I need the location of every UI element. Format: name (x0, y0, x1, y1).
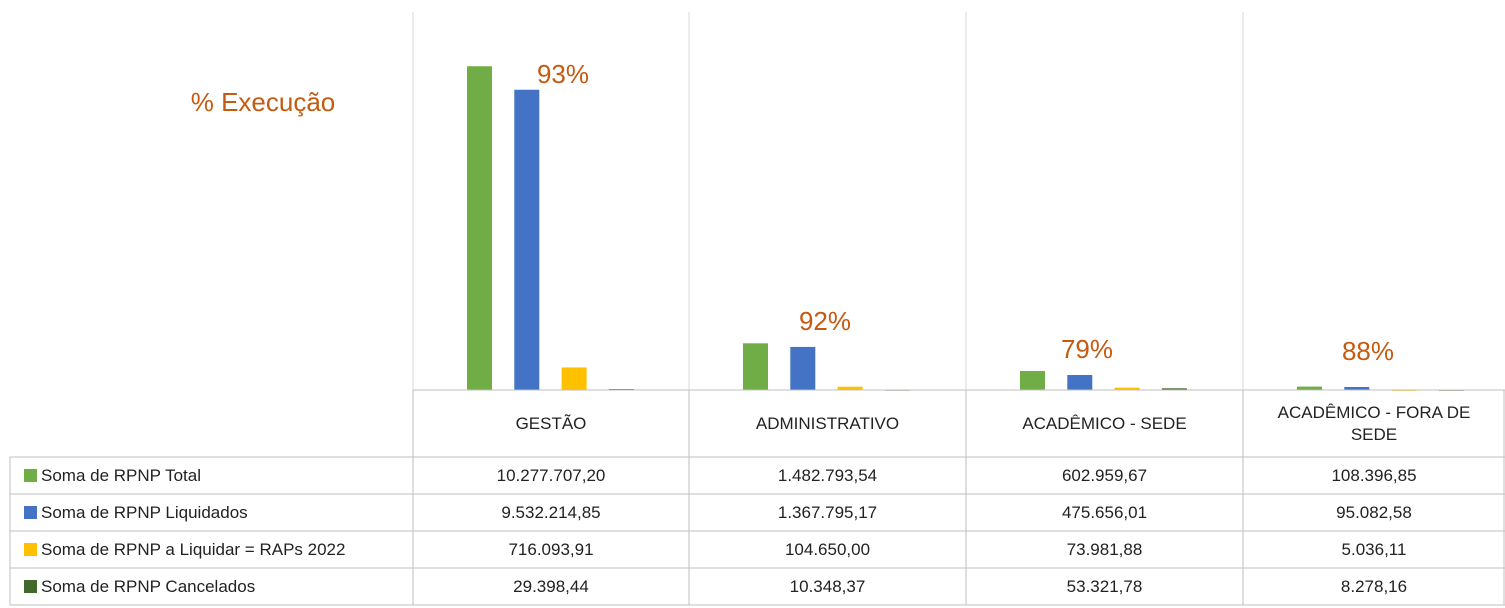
legend-swatch (24, 543, 37, 556)
legend-label: Soma de RPNP Total (41, 465, 202, 485)
bar (837, 386, 863, 390)
bar (514, 89, 540, 390)
table-value: 95.082,58 (1336, 502, 1412, 522)
legend-label: Soma de RPNP Cancelados (41, 576, 256, 596)
category-header: GESTÃO (515, 413, 587, 433)
bar (743, 343, 768, 390)
legend-swatch (24, 580, 37, 593)
legend-entry: Soma de RPNP Total (10, 457, 413, 494)
legend-entry: Soma de RPNP Cancelados (10, 568, 413, 605)
legend-entry: Soma de RPNP a Liquidar = RAPs 2022 (10, 531, 413, 568)
table-value: 5.036,11 (1341, 539, 1407, 559)
execution-label: 88% (1342, 336, 1394, 366)
execution-label: 79% (1061, 334, 1113, 364)
legend-label: Soma de RPNP Liquidados (41, 502, 248, 522)
bar (467, 66, 492, 390)
category-header: ACADÊMICO - SEDE (1022, 413, 1187, 433)
bar (790, 346, 816, 390)
chart-title: % Execução (191, 87, 336, 117)
bar (1161, 388, 1187, 390)
table-value: 1.367.795,17 (777, 502, 878, 522)
table-value: 716.093,91 (508, 539, 594, 559)
table-value: 602.959,67 (1061, 465, 1148, 485)
table-value: 10.277.707,20 (496, 465, 606, 485)
bar (1297, 386, 1322, 390)
table-value: 73.981,88 (1066, 539, 1143, 559)
table-value: 9.532.214,85 (501, 502, 601, 522)
category-header: ADMINISTRATIVO (755, 413, 900, 433)
table-value: 53.321,78 (1066, 576, 1143, 596)
bar (1067, 375, 1093, 390)
table-value: 1.482.793,54 (777, 465, 878, 485)
legend-swatch (24, 469, 37, 482)
table-value: 104.650,00 (784, 539, 871, 559)
bar (561, 367, 587, 390)
category-header: ACADÊMICO - FORA DE SEDE (1277, 402, 1471, 444)
bar (1344, 387, 1370, 390)
execution-label: 92% (799, 306, 851, 336)
table-value: 10.348,37 (789, 576, 866, 596)
bar (1020, 371, 1045, 390)
legend-entry: Soma de RPNP Liquidados (10, 494, 413, 531)
legend-swatch (24, 506, 37, 519)
bar (1114, 387, 1140, 390)
table-value: 29.398,44 (513, 576, 589, 596)
table-value: 8.278,16 (1340, 576, 1408, 596)
legend-label: Soma de RPNP a Liquidar = RAPs 2022 (41, 539, 346, 559)
table-value: 108.396,85 (1331, 465, 1417, 485)
table-value: 475.656,01 (1061, 502, 1148, 522)
execution-label: 93% (537, 59, 589, 89)
